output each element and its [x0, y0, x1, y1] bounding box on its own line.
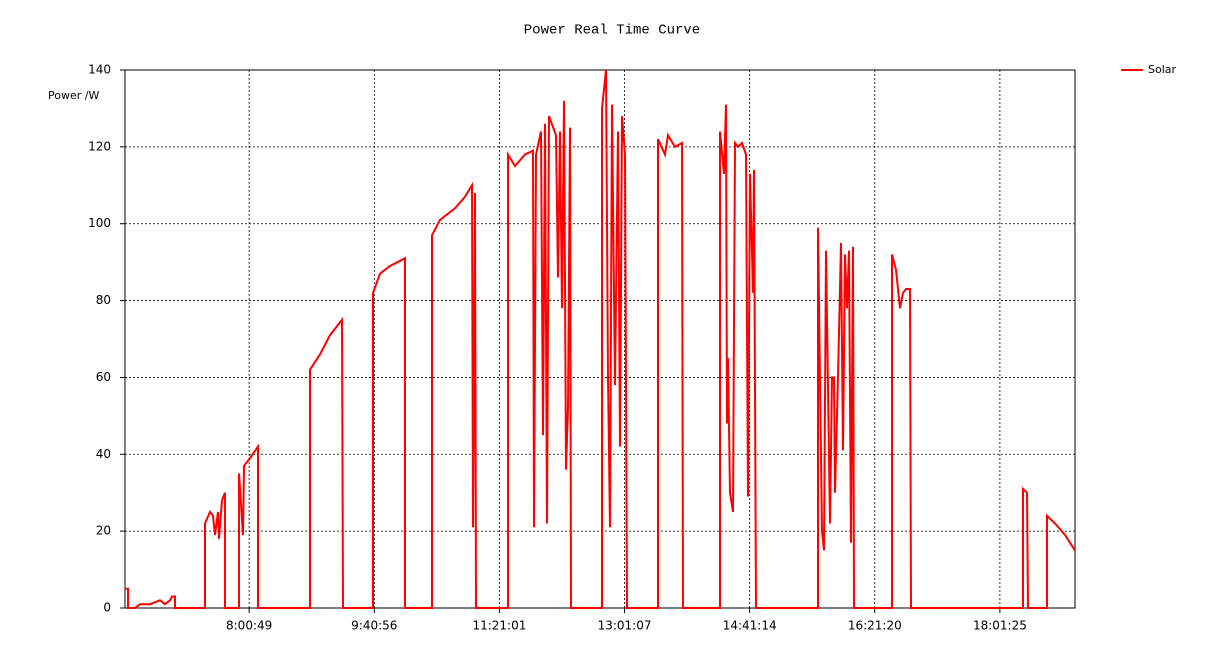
legend-label: Solar — [1148, 63, 1177, 76]
chart-title: Power Real Time Curve — [524, 23, 700, 39]
y-tick-label: 20 — [96, 524, 111, 538]
y-tick-label: 100 — [88, 216, 111, 230]
x-tick-label: 18:01:25 — [973, 619, 1027, 633]
x-tick-label: 11:21:01 — [472, 619, 526, 633]
series-line — [125, 69, 1076, 609]
y-tick-label: 120 — [88, 139, 111, 153]
y-tick-label: 60 — [96, 370, 111, 384]
y-tick-label: 80 — [96, 293, 111, 307]
y-tick-label: 0 — [103, 601, 111, 615]
x-tick-label: 8:00:49 — [226, 619, 272, 633]
x-tick-label: 14:41:14 — [723, 619, 777, 633]
y-tick-label: 40 — [96, 447, 111, 461]
y-axis-label: Power /W — [48, 89, 99, 102]
x-tick-label: 9:40:56 — [351, 619, 397, 633]
y-tick-label: 140 — [88, 63, 111, 77]
x-tick-label: 16:21:20 — [848, 619, 902, 633]
x-tick-label: 13:01:07 — [598, 619, 652, 633]
plot-border — [124, 69, 1076, 609]
